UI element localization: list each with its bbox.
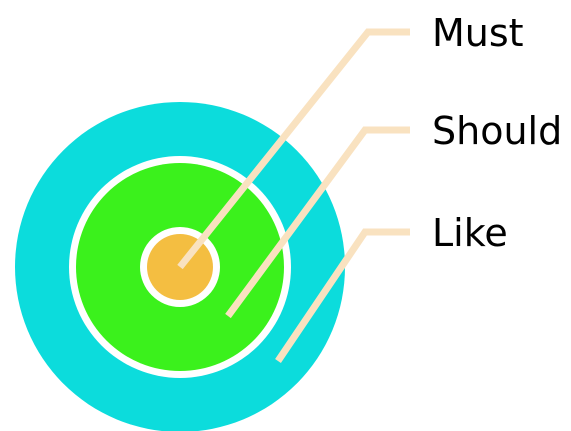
leader-line-must <box>177 28 410 270</box>
label-should: Should <box>432 109 562 153</box>
leader-line-like <box>275 228 410 363</box>
leader-line-should <box>225 126 410 319</box>
label-like: Like <box>432 211 508 255</box>
label-must: Must <box>432 11 524 55</box>
